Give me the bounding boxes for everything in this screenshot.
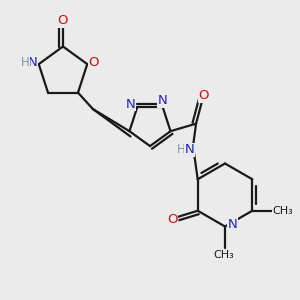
Text: O: O	[88, 56, 99, 69]
Text: N: N	[184, 143, 194, 156]
Text: N: N	[158, 94, 168, 107]
Text: N: N	[27, 56, 37, 69]
Text: N: N	[228, 218, 237, 231]
Text: O: O	[198, 89, 209, 102]
Text: H: H	[21, 56, 30, 69]
Text: CH₃: CH₃	[272, 206, 293, 216]
Text: CH₃: CH₃	[213, 250, 234, 260]
Text: O: O	[58, 14, 68, 27]
Text: O: O	[167, 213, 178, 226]
Text: N: N	[126, 98, 136, 110]
Text: H: H	[177, 143, 186, 156]
